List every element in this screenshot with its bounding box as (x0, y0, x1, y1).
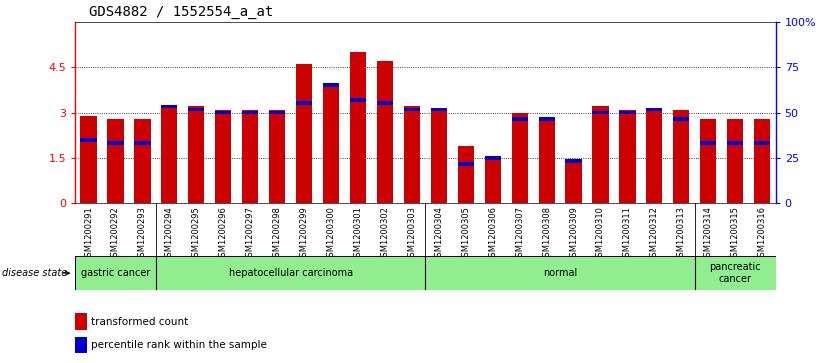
Bar (646, 107, 662, 111)
Bar (701, 119, 716, 203)
Text: GSM1200294: GSM1200294 (165, 206, 173, 262)
Text: GSM1200292: GSM1200292 (111, 206, 120, 262)
Bar (80, 138, 97, 142)
Bar (350, 52, 366, 203)
Text: GSM1200295: GSM1200295 (192, 206, 201, 262)
Bar (485, 156, 500, 160)
Text: GSM1200302: GSM1200302 (380, 206, 389, 262)
Bar (269, 111, 285, 114)
Bar (215, 110, 231, 203)
Bar (108, 119, 123, 203)
Text: GSM1200298: GSM1200298 (273, 206, 282, 262)
Bar (620, 111, 636, 114)
Text: transformed count: transformed count (91, 317, 188, 327)
Text: GSM1200300: GSM1200300 (327, 206, 335, 262)
Bar (80, 115, 97, 203)
Bar (242, 110, 259, 203)
Bar (458, 146, 474, 203)
Text: GSM1200297: GSM1200297 (246, 206, 254, 262)
Bar (377, 61, 393, 203)
Bar (430, 107, 447, 111)
Text: GSM1200316: GSM1200316 (757, 206, 766, 262)
Bar (215, 111, 231, 114)
Bar (539, 119, 555, 203)
Text: GSM1200311: GSM1200311 (623, 206, 632, 262)
Bar (161, 105, 178, 109)
Text: GSM1200307: GSM1200307 (515, 206, 524, 262)
Bar (323, 85, 339, 203)
Text: GSM1200313: GSM1200313 (677, 206, 686, 262)
Bar (75, 256, 156, 290)
Bar (646, 110, 662, 203)
Bar (430, 110, 447, 203)
Bar (485, 158, 500, 203)
Bar (565, 159, 581, 163)
Bar (404, 106, 420, 203)
Text: GSM1200305: GSM1200305 (461, 206, 470, 262)
Bar (156, 256, 425, 290)
Bar (425, 256, 695, 290)
Bar (673, 117, 690, 121)
Bar (188, 107, 204, 111)
Text: GSM1200303: GSM1200303 (407, 206, 416, 262)
Bar (565, 161, 581, 203)
Bar (134, 141, 150, 145)
Text: GSM1200301: GSM1200301 (354, 206, 363, 262)
Text: GSM1200310: GSM1200310 (596, 206, 605, 262)
Bar (695, 256, 776, 290)
Bar (161, 106, 178, 203)
Bar (242, 111, 259, 114)
Bar (539, 117, 555, 121)
Bar (701, 141, 716, 145)
Bar (75, 337, 87, 354)
Text: GSM1200291: GSM1200291 (84, 206, 93, 262)
Bar (458, 162, 474, 166)
Bar (727, 119, 743, 203)
Bar (269, 110, 285, 203)
Bar (377, 102, 393, 105)
Bar (727, 141, 743, 145)
Bar (592, 106, 609, 203)
Text: percentile rank within the sample: percentile rank within the sample (91, 340, 267, 350)
Text: GSM1200314: GSM1200314 (704, 206, 713, 262)
Bar (511, 113, 528, 203)
Text: GSM1200308: GSM1200308 (542, 206, 551, 262)
Text: GSM1200309: GSM1200309 (569, 206, 578, 262)
Bar (323, 83, 339, 87)
Bar (296, 64, 312, 203)
Bar (754, 141, 771, 145)
Bar (511, 117, 528, 121)
Bar (592, 111, 609, 114)
Text: GSM1200304: GSM1200304 (435, 206, 444, 262)
Bar (404, 107, 420, 111)
Bar (134, 119, 150, 203)
Text: normal: normal (543, 268, 577, 278)
Bar (620, 110, 636, 203)
Text: GSM1200312: GSM1200312 (650, 206, 659, 262)
Text: GSM1200315: GSM1200315 (731, 206, 740, 262)
Bar (754, 119, 771, 203)
Text: gastric cancer: gastric cancer (81, 268, 150, 278)
Bar (350, 98, 366, 102)
Bar (188, 106, 204, 203)
Bar (108, 141, 123, 145)
Text: disease state: disease state (2, 268, 67, 278)
Bar (296, 102, 312, 105)
Text: hepatocellular carcinoma: hepatocellular carcinoma (229, 268, 353, 278)
Text: GSM1200299: GSM1200299 (299, 206, 309, 262)
Text: GDS4882 / 1552554_a_at: GDS4882 / 1552554_a_at (89, 5, 274, 19)
Bar (75, 313, 87, 330)
Text: GSM1200293: GSM1200293 (138, 206, 147, 262)
Text: GSM1200296: GSM1200296 (219, 206, 228, 262)
Bar (673, 110, 690, 203)
Text: GSM1200306: GSM1200306 (488, 206, 497, 262)
Text: pancreatic
cancer: pancreatic cancer (710, 262, 761, 284)
